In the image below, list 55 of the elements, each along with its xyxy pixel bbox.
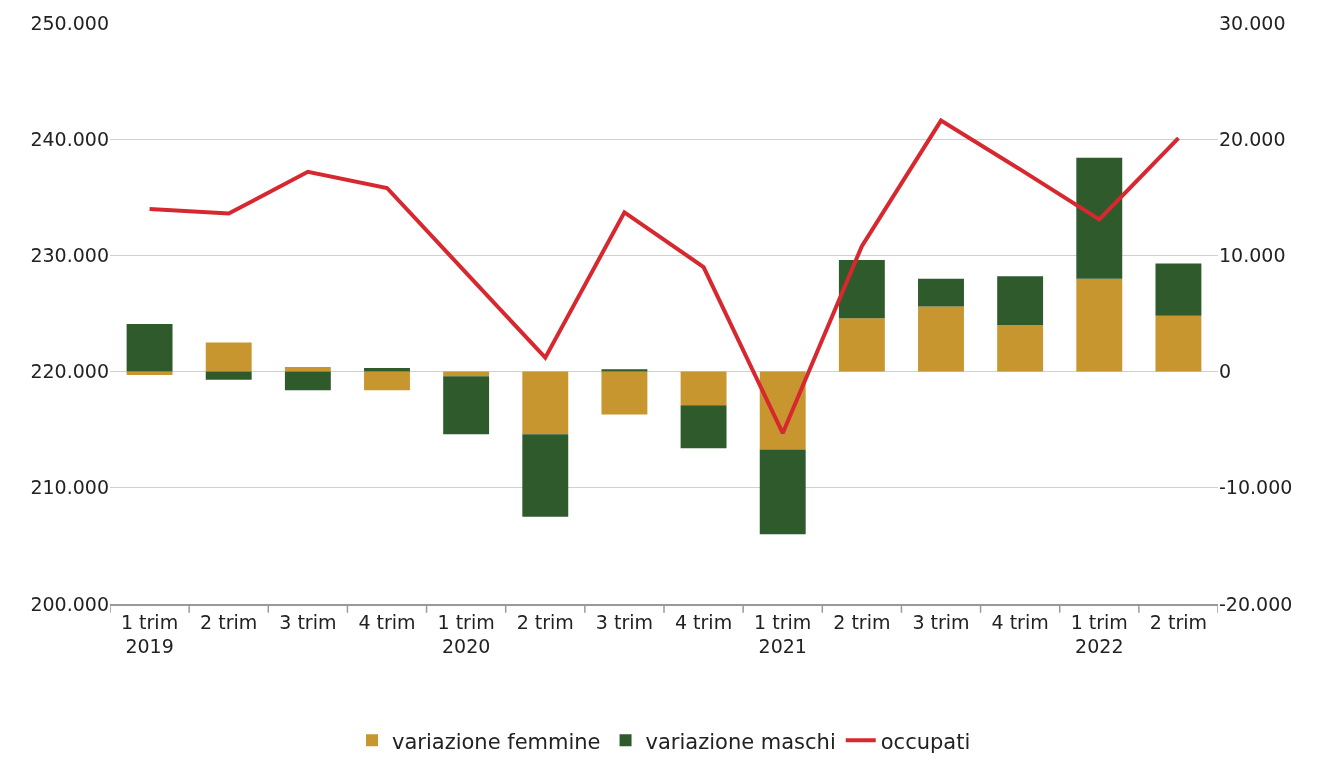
x-tick-label: 4 trim [991,610,1049,633]
bar [1155,263,1202,316]
y2-tick-label: -20.000 [1219,592,1293,615]
y2-tick-label: 20.000 [1219,127,1286,150]
y2-tick-label: 0 [1219,360,1232,383]
bar [601,371,648,415]
x-tick-label: 1 trim 2020 [437,610,495,658]
bar [364,368,410,372]
x-tick-label: 2 trim [1149,610,1208,633]
bar [680,405,727,449]
y-tick-label: 240.000 [30,127,109,150]
bar [522,371,569,435]
x-tick-label: 4 trim [674,610,733,633]
bar [1155,315,1202,372]
bar [680,371,727,406]
bar [997,276,1044,326]
bar [997,325,1044,372]
bar [918,278,964,307]
bar [126,323,173,372]
x-tick-label: 3 trim [595,610,654,633]
y2-tick-label: -10.000 [1219,476,1293,499]
legend-label: occupati [880,729,971,754]
bar [443,376,490,435]
bar [284,366,331,372]
x-tick-label: 2 trim [516,610,574,633]
bar [1076,157,1123,279]
x-tick-label: 1 trim 2019 [120,610,179,658]
y-tick-label: 210.000 [30,476,109,499]
bar [759,449,806,535]
x-tick-label: 3 trim [279,610,337,633]
bar [838,318,885,372]
y-tick-label: 220.000 [30,360,109,383]
bar [1076,278,1123,372]
legend-label: variazione femmine [392,729,601,754]
line-series [147,118,1181,436]
x-tick-label: 2 trim [833,610,891,633]
x-tick-label: 1 trim 2022 [1070,610,1128,658]
bar [205,371,252,380]
y-tick-label: 200.000 [30,592,109,615]
bar [205,342,252,372]
legend-label: variazione maschi [645,729,836,754]
bar [284,371,331,391]
bar [838,260,885,319]
bar [601,369,648,372]
y2-tick-label: 30.000 [1219,11,1286,34]
y-tick-label: 230.000 [30,244,109,267]
bar [522,434,569,517]
x-tick-label: 1 trim 2021 [754,610,812,658]
x-tick-label: 3 trim [912,610,970,633]
x-tick-label: 2 trim [200,610,258,633]
y2-tick-label: 10.000 [1219,244,1286,267]
x-tick-label: 4 trim [358,610,416,633]
bar [918,306,964,372]
bar [364,371,410,391]
y-tick-label: 250.000 [30,11,109,34]
